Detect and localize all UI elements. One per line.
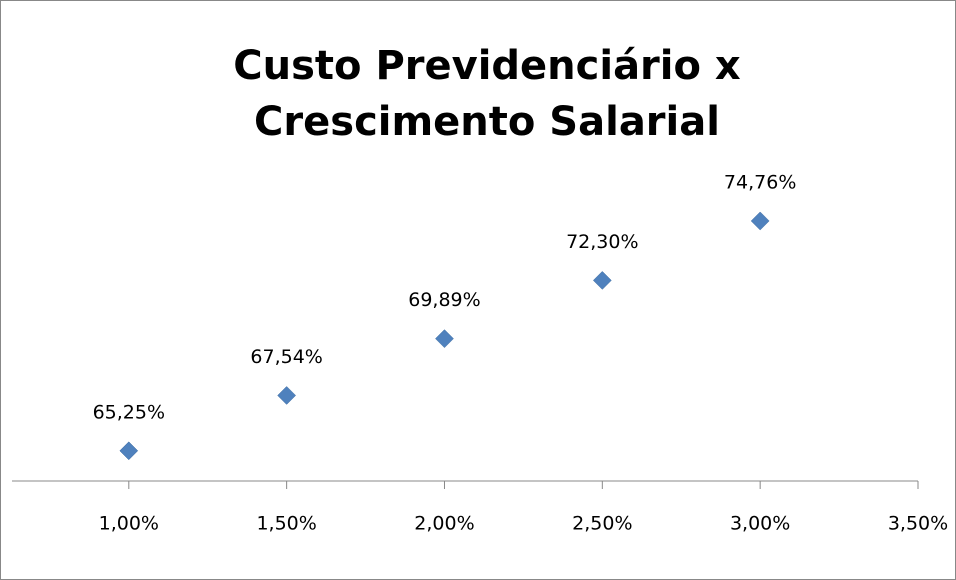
marker: [750, 211, 770, 231]
marker: [435, 329, 454, 349]
x-tick-label: 2,00%: [414, 513, 474, 535]
x-tick-label: 3,50%: [888, 513, 948, 535]
data-label: 74,76%: [724, 171, 796, 193]
x-tick-label: 3,00%: [730, 513, 790, 535]
data-label: 65,25%: [93, 401, 165, 423]
marker: [592, 271, 612, 290]
marker: [119, 441, 139, 461]
marker: [277, 386, 296, 405]
x-tick-label: 1,00%: [99, 513, 159, 535]
x-tick-label: 1,50%: [256, 513, 316, 535]
data-label: 67,54%: [250, 346, 322, 368]
x-tick-label: 2,50%: [572, 513, 632, 535]
chart-title: Custo Previdenciário x Crescimento Salar…: [233, 43, 741, 145]
data-label: 69,89%: [408, 289, 480, 311]
data-label: 72,30%: [566, 231, 638, 253]
